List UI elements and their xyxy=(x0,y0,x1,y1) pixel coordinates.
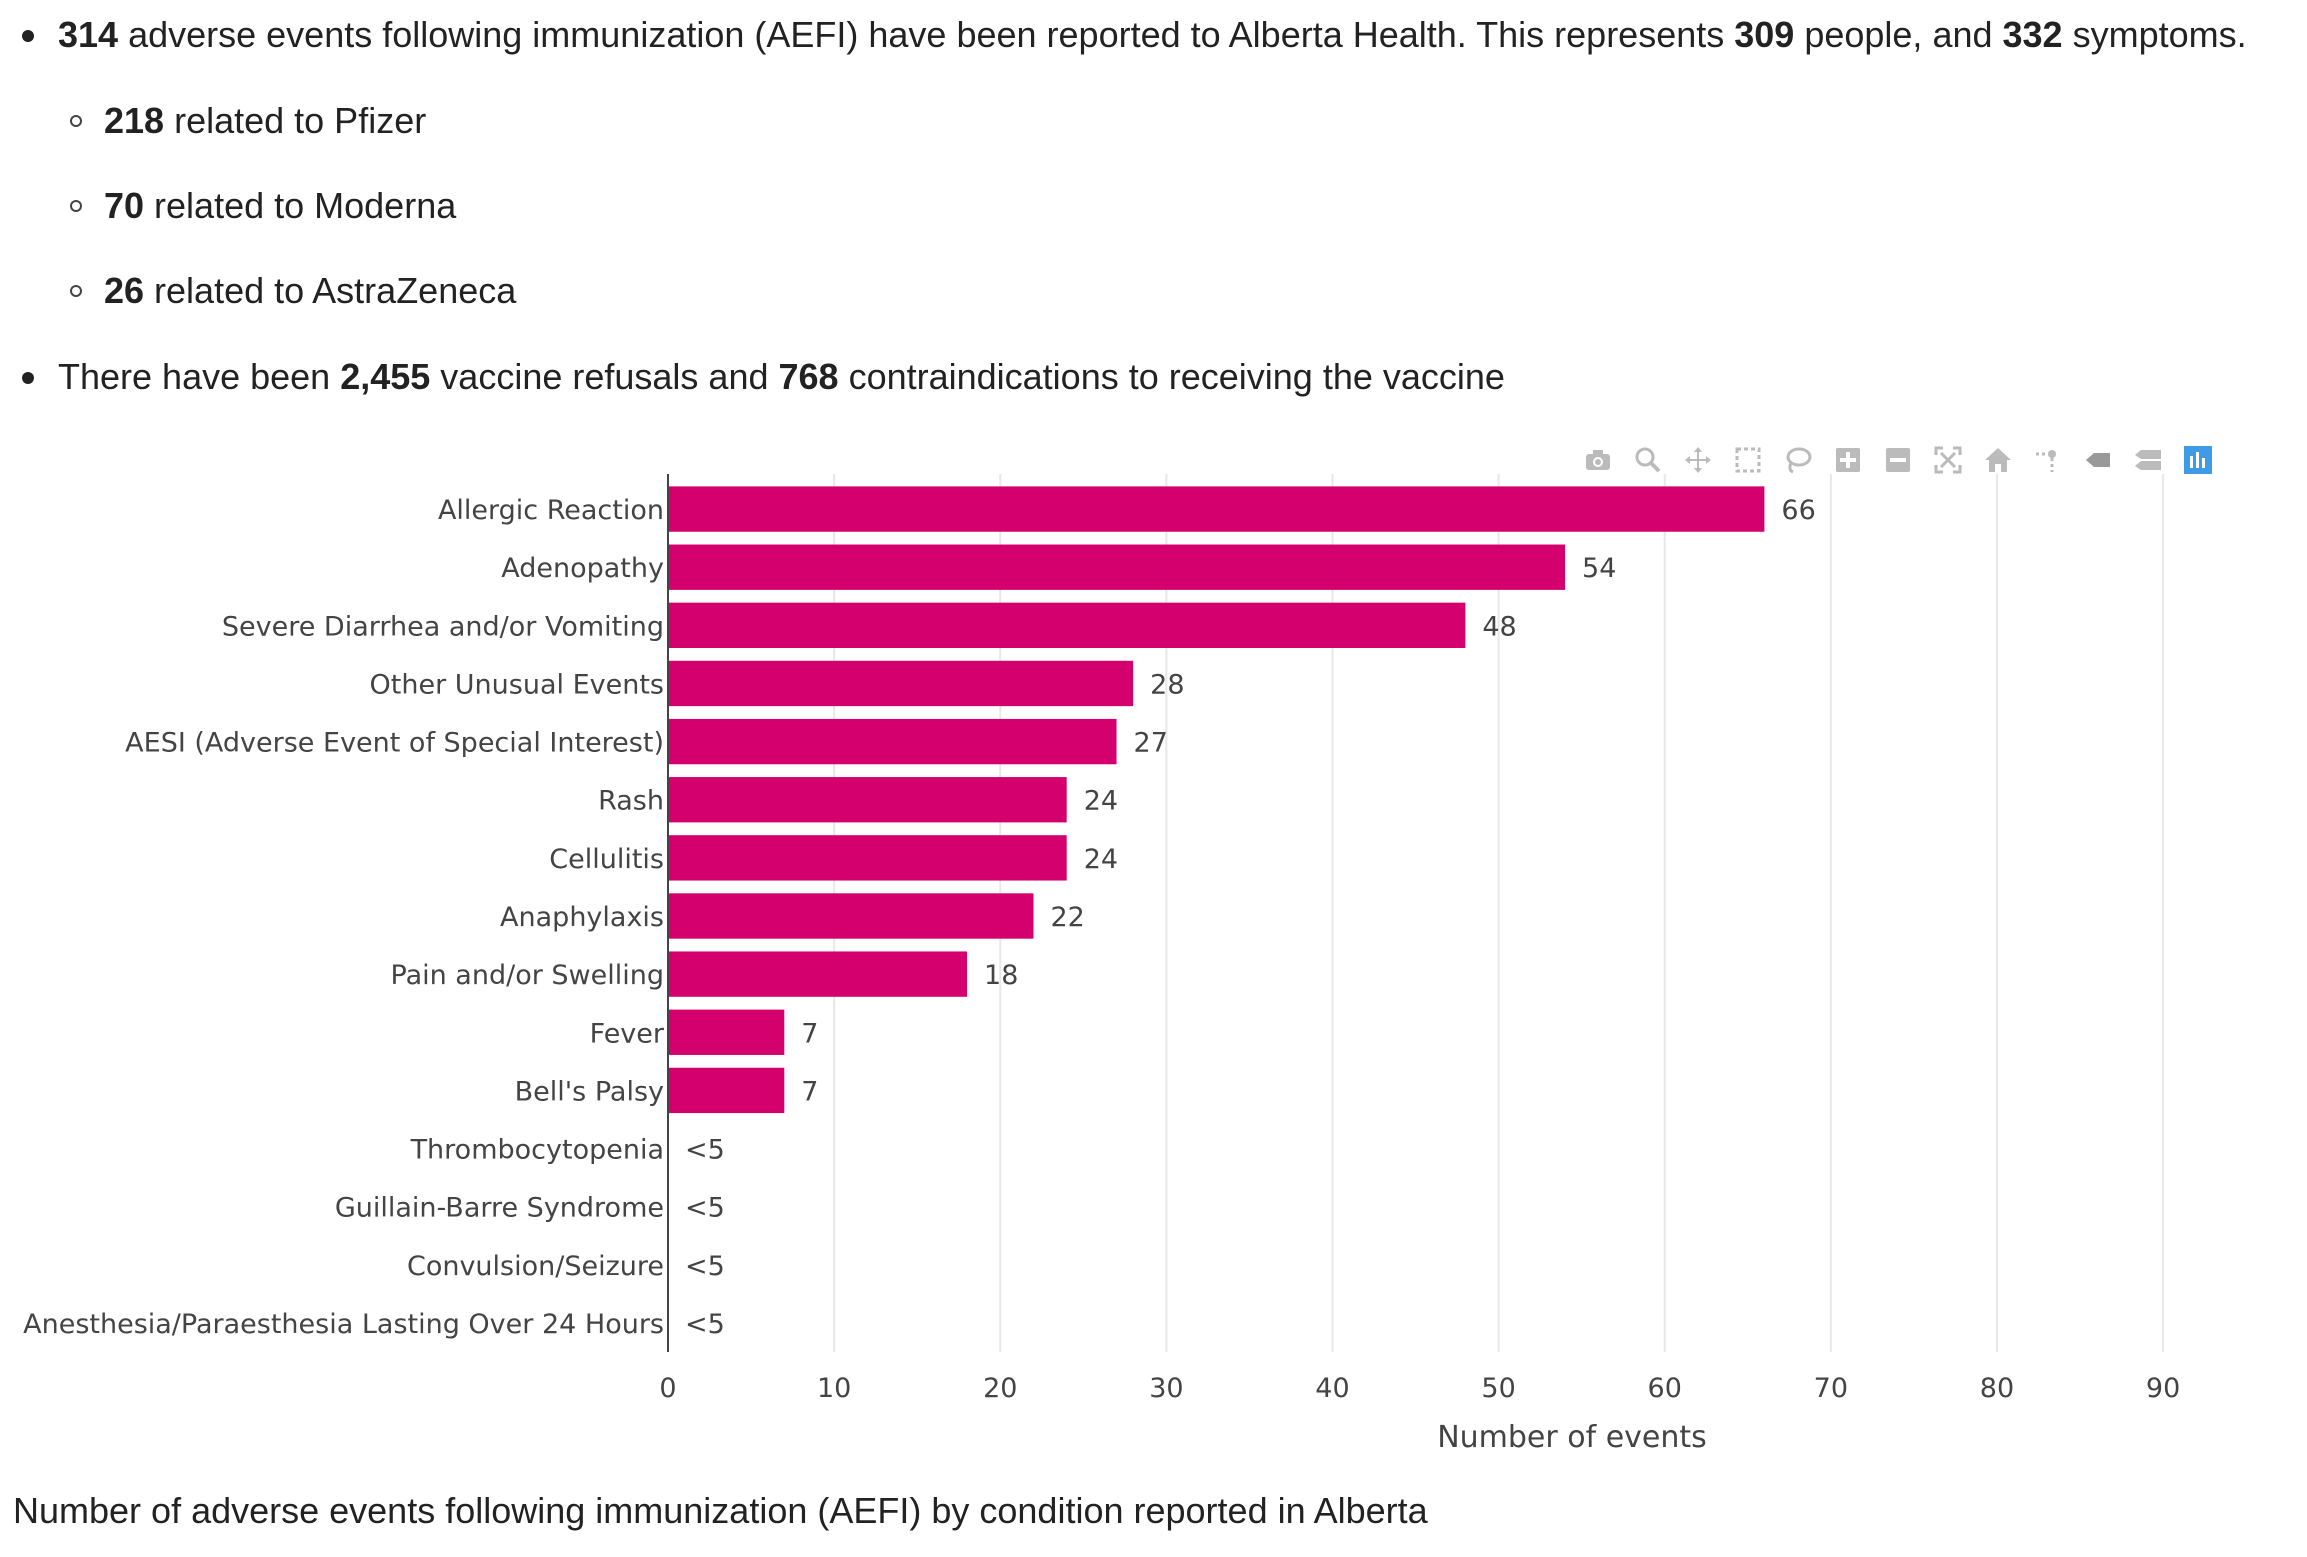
summary-pfizer: 218 related to Pfizer xyxy=(104,100,426,142)
y-category-label: Severe Diarrhea and/or Vomiting xyxy=(222,611,664,642)
x-tick-label: 40 xyxy=(1315,1373,1349,1404)
x-axis-title: Number of events xyxy=(1437,1420,1707,1455)
bar xyxy=(668,660,1134,707)
data-label: 54 xyxy=(1582,553,1616,584)
bar xyxy=(668,544,1566,590)
data-label: <5 xyxy=(685,1251,725,1282)
x-tick-label: 0 xyxy=(659,1373,676,1404)
bar xyxy=(668,951,968,997)
data-label: 18 xyxy=(984,960,1018,991)
sub-bullet-icon xyxy=(70,285,82,297)
text: related to AstraZeneca xyxy=(144,270,517,311)
x-tick-label: 90 xyxy=(2146,1373,2180,1404)
y-category-label: Pain and/or Swelling xyxy=(391,960,665,991)
y-category-label: Cellulitis xyxy=(549,844,664,875)
data-label: 7 xyxy=(801,1076,818,1107)
autoscale-icon[interactable] xyxy=(1930,442,1966,478)
bars xyxy=(668,486,1765,1114)
x-tick-label: 30 xyxy=(1149,1373,1183,1404)
bar xyxy=(668,718,1117,765)
y-category-label: Adenopathy xyxy=(501,553,664,584)
data-label: 48 xyxy=(1482,611,1516,642)
x-tick-label: 50 xyxy=(1481,1373,1515,1404)
x-tick-label: 60 xyxy=(1648,1373,1682,1404)
box-select-icon[interactable] xyxy=(1730,442,1766,478)
sub-bullet-icon xyxy=(70,115,82,127)
refusal-count: 2,455 xyxy=(340,356,431,397)
people-count: 309 xyxy=(1734,14,1795,55)
text: adverse events following immunization (A… xyxy=(118,14,1735,55)
text: related to Moderna xyxy=(144,185,457,226)
bar xyxy=(668,602,1466,649)
y-category-label: Guillain-Barre Syndrome xyxy=(335,1193,664,1224)
x-tick-label: 70 xyxy=(1814,1373,1848,1404)
data-label: 66 xyxy=(1781,495,1815,526)
bullet-icon xyxy=(22,30,34,42)
x-axis-ticks: 0 10 20 30 40 50 60 70 80 90 xyxy=(659,1373,2180,1404)
contraindication-count: 768 xyxy=(778,356,839,397)
chart-caption: Number of adverse events following immun… xyxy=(13,1490,1428,1531)
hover-compare-icon[interactable] xyxy=(2130,442,2166,478)
summary-moderna: 70 related to Moderna xyxy=(104,185,456,227)
data-label: 24 xyxy=(1084,844,1118,875)
y-category-label: Thrombocytopenia xyxy=(410,1135,664,1166)
zoom-out-icon[interactable] xyxy=(1880,442,1916,478)
symptom-count: 332 xyxy=(2002,14,2063,55)
camera-icon[interactable] xyxy=(1580,442,1616,478)
y-category-label: Anaphylaxis xyxy=(500,902,664,933)
bar xyxy=(668,835,1067,881)
plot-modebar xyxy=(1580,440,2216,480)
bar xyxy=(668,1067,785,1114)
x-tick-label: 80 xyxy=(1980,1373,2014,1404)
text: There have been xyxy=(58,356,341,397)
y-category-label: AESI (Adverse Event of Special Interest) xyxy=(125,728,664,759)
pan-icon[interactable] xyxy=(1680,442,1716,478)
data-label: 28 xyxy=(1150,669,1184,700)
reset-axes-icon[interactable] xyxy=(1980,442,2016,478)
text: people, and xyxy=(1794,14,2003,55)
text: related to Pfizer xyxy=(164,100,427,141)
sub-bullet-icon xyxy=(70,200,82,212)
y-category-label: Rash xyxy=(598,786,664,817)
astrazeneca-count: 26 xyxy=(104,270,145,311)
x-tick-label: 10 xyxy=(817,1373,851,1404)
aefi-bar-chart: Allergic Reaction Adenopathy Severe Diarrh… xyxy=(23,474,2180,1455)
zoom-in-icon[interactable] xyxy=(1830,442,1866,478)
data-label: 27 xyxy=(1134,728,1168,759)
y-axis-labels: Allergic Reaction Adenopathy Severe Diarrh… xyxy=(23,495,665,1340)
data-label: 22 xyxy=(1050,902,1084,933)
plotly-logo-icon[interactable] xyxy=(2180,442,2216,478)
text: vaccine refusals and xyxy=(430,356,779,397)
text: contraindications to receiving the vacci… xyxy=(838,356,1505,397)
data-label: <5 xyxy=(685,1193,725,1224)
y-category-label: Allergic Reaction xyxy=(438,495,664,526)
moderna-count: 70 xyxy=(104,185,145,226)
spike-lines-icon[interactable] xyxy=(2030,442,2066,478)
zoom-icon[interactable] xyxy=(1630,442,1666,478)
lasso-icon[interactable] xyxy=(1780,442,1816,478)
x-tick-label: 20 xyxy=(983,1373,1017,1404)
bullet-icon xyxy=(22,372,34,384)
data-label: <5 xyxy=(685,1135,725,1166)
summary-line-aefi: 314 adverse events following immunizatio… xyxy=(58,14,2247,56)
bar xyxy=(668,777,1067,823)
data-label: 24 xyxy=(1084,786,1118,817)
data-label: <5 xyxy=(685,1309,725,1340)
hover-closest-icon[interactable] xyxy=(2080,442,2116,478)
text: symptoms. xyxy=(2062,14,2247,55)
aefi-count: 314 xyxy=(58,14,119,55)
y-category-label: Fever xyxy=(590,1018,665,1049)
bar xyxy=(668,1009,785,1055)
y-category-label: Other Unusual Events xyxy=(370,669,664,700)
data-label: 7 xyxy=(801,1018,818,1049)
bar xyxy=(668,486,1765,532)
y-category-label: Convulsion/Seizure xyxy=(407,1251,664,1282)
y-category-label: Bell's Palsy xyxy=(515,1076,664,1107)
bar xyxy=(668,893,1034,939)
summary-line-refusals: There have been 2,455 vaccine refusals a… xyxy=(58,356,1505,398)
summary-astrazeneca: 26 related to AstraZeneca xyxy=(104,270,516,312)
y-category-label: Anesthesia/Paraesthesia Lasting Over 24 … xyxy=(23,1309,664,1340)
pfizer-count: 218 xyxy=(104,100,165,141)
